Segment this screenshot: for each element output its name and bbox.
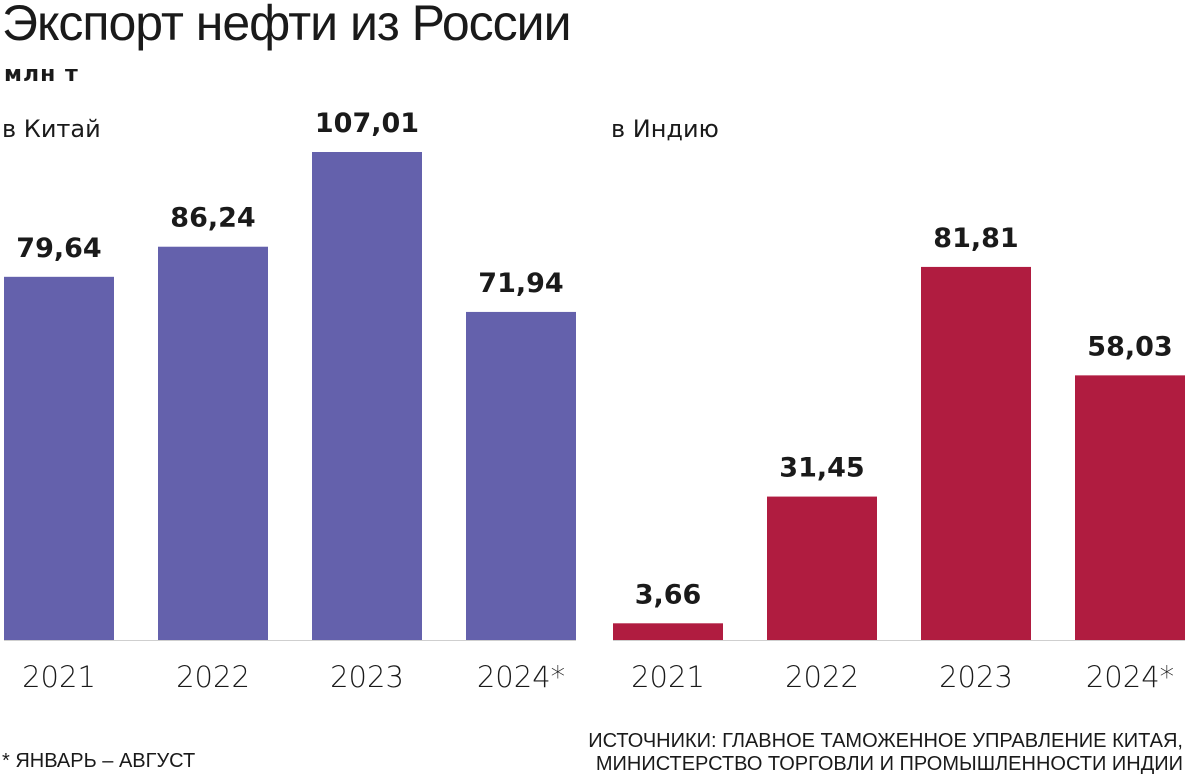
tick-label-india-0: 2021 — [631, 660, 705, 694]
sources-line-1: ИСТОЧНИКИ: ГЛАВНОЕ ТАМОЖЕННОЕ УПРАВЛЕНИЕ… — [588, 730, 1183, 752]
value-label-india-1: 31,45 — [779, 453, 864, 484]
tick-label-china-0: 2021 — [22, 660, 96, 694]
bar-china-2022 — [158, 246, 268, 640]
tick-label-india-2: 2023 — [939, 660, 1013, 694]
bar-india-2024 — [1075, 375, 1185, 640]
bar-india-2023 — [921, 266, 1031, 640]
tick-label-india-3: 2024* — [1086, 660, 1174, 694]
panel-title-india: в Индию — [611, 115, 719, 143]
value-label-india-0: 3,66 — [635, 579, 702, 610]
tick-label-china-3: 2024* — [477, 660, 565, 694]
bar-china-2023 — [312, 152, 422, 640]
sources-line-2: МИНИСТЕРСТВО ТОРГОВЛИ И ПРОМЫШЛЕННОСТИ И… — [595, 753, 1183, 775]
value-label-china-1: 86,24 — [170, 203, 255, 234]
bar-charts: в Китай 79,64 2021 86,24 2022 107,01 2023 71,94… — [2, 108, 1185, 694]
value-label-china-0: 79,64 — [16, 233, 101, 264]
value-label-india-2: 81,81 — [933, 223, 1018, 254]
bar-india-2021 — [613, 623, 723, 640]
value-label-india-3: 58,03 — [1087, 331, 1172, 362]
tick-label-china-2: 2023 — [330, 660, 404, 694]
bar-china-2021 — [4, 276, 114, 640]
tick-label-india-1: 2022 — [785, 660, 859, 694]
unit-label: млн т — [4, 62, 79, 87]
bar-china-2024 — [466, 311, 576, 640]
tick-label-china-1: 2022 — [176, 660, 250, 694]
value-label-china-2: 107,01 — [315, 108, 419, 139]
panel-title-china: в Китай — [2, 115, 101, 143]
bar-india-2022 — [767, 496, 877, 640]
sources-note: ИСТОЧНИКИ: ГЛАВНОЕ ТАМОЖЕННОЕ УПРАВЛЕНИЕ… — [588, 730, 1183, 776]
chart-title: Экспорт нефти из России — [2, 0, 572, 51]
value-label-china-3: 71,94 — [478, 268, 563, 299]
footnote: * ЯНВАРЬ – АВГУСТ — [2, 750, 196, 772]
